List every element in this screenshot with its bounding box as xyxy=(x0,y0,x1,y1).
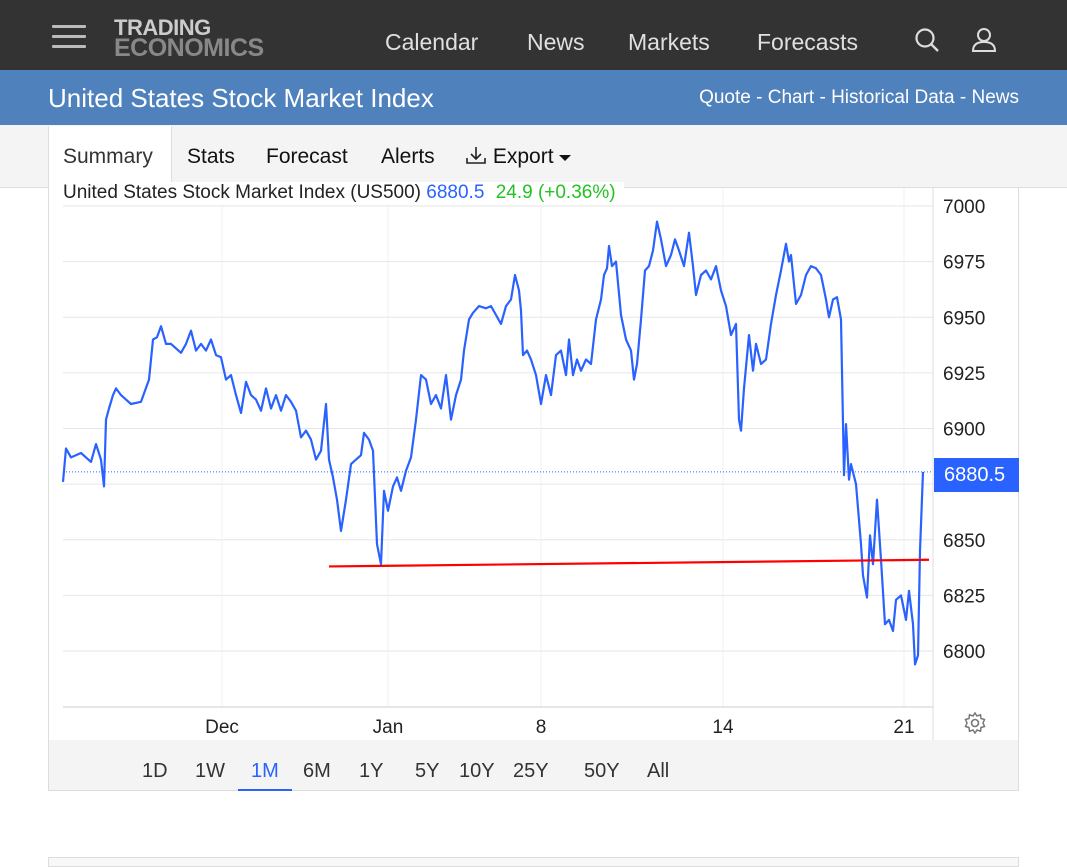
title-bar: United States Stock Market Index Quote -… xyxy=(0,70,1067,125)
range-1d[interactable]: 1D xyxy=(142,760,168,782)
price-line xyxy=(61,220,925,666)
chart-container: 6800 6825 6850 6900 6925 6950 6975 7000 Dec Jan 8 1… xyxy=(48,182,1019,791)
download-icon xyxy=(466,147,486,164)
x-tick-label: 14 xyxy=(712,717,734,738)
range-1m[interactable]: 1M xyxy=(238,760,292,791)
tab-alerts[interactable]: Alerts xyxy=(381,145,435,168)
range-5y[interactable]: 5Y xyxy=(415,760,440,782)
x-tick-label: Jan xyxy=(373,717,404,738)
y-tick-label: 6975 xyxy=(943,253,985,274)
page-links[interactable]: Quote - Chart - Historical Data - News xyxy=(699,87,1019,108)
nav-news[interactable]: News xyxy=(527,29,585,55)
tab-stats[interactable]: Stats xyxy=(187,145,235,168)
x-tick-label: Dec xyxy=(205,717,239,738)
top-navbar: TRADING ECONOMICS Calendar News Markets … xyxy=(0,0,1067,70)
x-tick-label: 8 xyxy=(536,717,547,738)
tab-summary[interactable]: Summary xyxy=(48,126,172,189)
range-all[interactable]: All xyxy=(647,760,670,782)
page-title: United States Stock Market Index xyxy=(48,83,434,113)
support-trendline xyxy=(328,558,930,568)
settings-gear-icon[interactable] xyxy=(963,711,987,735)
y-tick-label: 7000 xyxy=(943,197,985,218)
range-1w[interactable]: 1W xyxy=(195,760,225,782)
y-tick-label: 6850 xyxy=(943,531,985,552)
search-icon[interactable] xyxy=(913,26,941,54)
y-tick-label: 6800 xyxy=(943,642,985,663)
export-label: Export xyxy=(492,145,554,168)
nav-forecasts[interactable]: Forecasts xyxy=(757,29,858,55)
x-tick-label: 21 xyxy=(893,717,914,738)
range-25y[interactable]: 25Y xyxy=(513,760,549,782)
range-6m[interactable]: 6M xyxy=(303,760,331,782)
logo[interactable]: TRADING ECONOMICS xyxy=(114,15,264,62)
caret-down-icon xyxy=(559,155,572,161)
last-value: 6880.5 xyxy=(426,182,485,203)
y-tick-label: 6925 xyxy=(943,364,985,385)
range-10y[interactable]: 10Y xyxy=(459,760,495,782)
range-50y[interactable]: 50Y xyxy=(584,760,620,782)
y-tick-label: 6900 xyxy=(943,420,985,441)
y-tick-label: 6825 xyxy=(943,586,985,607)
tab-forecast[interactable]: Forecast xyxy=(266,145,348,168)
y-tick-label: 6950 xyxy=(943,308,985,329)
logo-line1: TRADING xyxy=(114,15,211,40)
range-1y[interactable]: 1Y xyxy=(359,760,384,782)
chart-title: United States Stock Market Index (US500) xyxy=(63,182,421,203)
logo-line2: ECONOMICS xyxy=(114,34,264,62)
next-section xyxy=(48,857,1019,867)
chart-header: United States Stock Market Index (US500)… xyxy=(63,182,624,204)
export-button[interactable]: Export xyxy=(465,145,572,169)
price-tag: 6880.5 xyxy=(934,458,1019,492)
tab-bar xyxy=(0,125,1067,188)
nav-markets[interactable]: Markets xyxy=(628,29,710,55)
price-chart[interactable]: 6800 6825 6850 6900 6925 6950 6975 7000 Dec Jan 8 1… xyxy=(49,188,1018,740)
price-change: 24.9 (+0.36%) xyxy=(495,182,616,203)
nav-calendar[interactable]: Calendar xyxy=(385,29,479,55)
menu-icon[interactable] xyxy=(52,25,86,49)
user-icon[interactable] xyxy=(970,26,998,54)
range-selector xyxy=(49,740,1018,790)
